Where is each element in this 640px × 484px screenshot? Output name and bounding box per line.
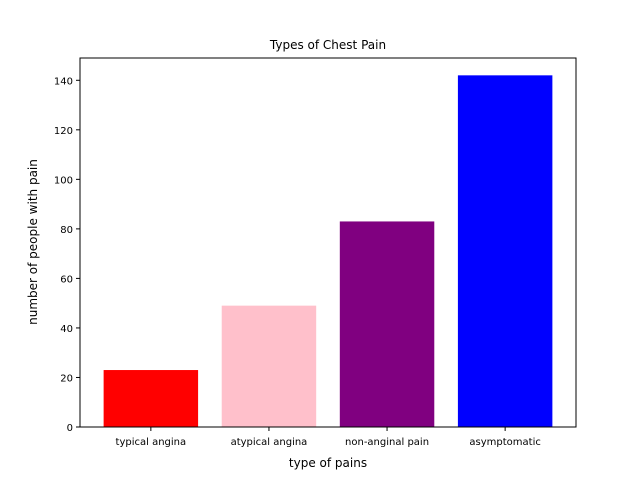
x-axis-ticks: typical angina atypical angina non-anginal… (116, 427, 541, 448)
y-tick-label: 0 (67, 423, 73, 434)
y-tick-label: 120 (54, 126, 73, 137)
x-axis-label: type of pains (289, 456, 367, 470)
y-tick-label: 100 (54, 175, 73, 186)
bar-typical-angina (103, 370, 199, 427)
y-tick-label: 20 (60, 373, 73, 384)
chart-title: Types of Chest Pain (269, 38, 386, 52)
y-tick-label: 60 (60, 274, 73, 285)
bar-asymptomatic (457, 75, 553, 427)
bar-non-anginal-pain (339, 221, 435, 427)
x-tick-label: typical angina (116, 437, 187, 448)
y-axis-label: number of people with pain (26, 159, 40, 325)
x-tick-label: asymptomatic (469, 437, 540, 448)
x-tick-label: atypical angina (231, 437, 308, 448)
bars-group (103, 75, 553, 427)
y-tick-label: 140 (54, 76, 73, 87)
y-tick-label: 80 (60, 225, 73, 236)
bar-atypical-angina (221, 305, 317, 427)
x-tick-label: non-anginal pain (345, 437, 429, 448)
y-axis-ticks: 0 20 40 60 80 100 120 140 (54, 76, 80, 434)
plot-frame (79, 57, 577, 428)
y-tick-label: 40 (60, 324, 73, 335)
